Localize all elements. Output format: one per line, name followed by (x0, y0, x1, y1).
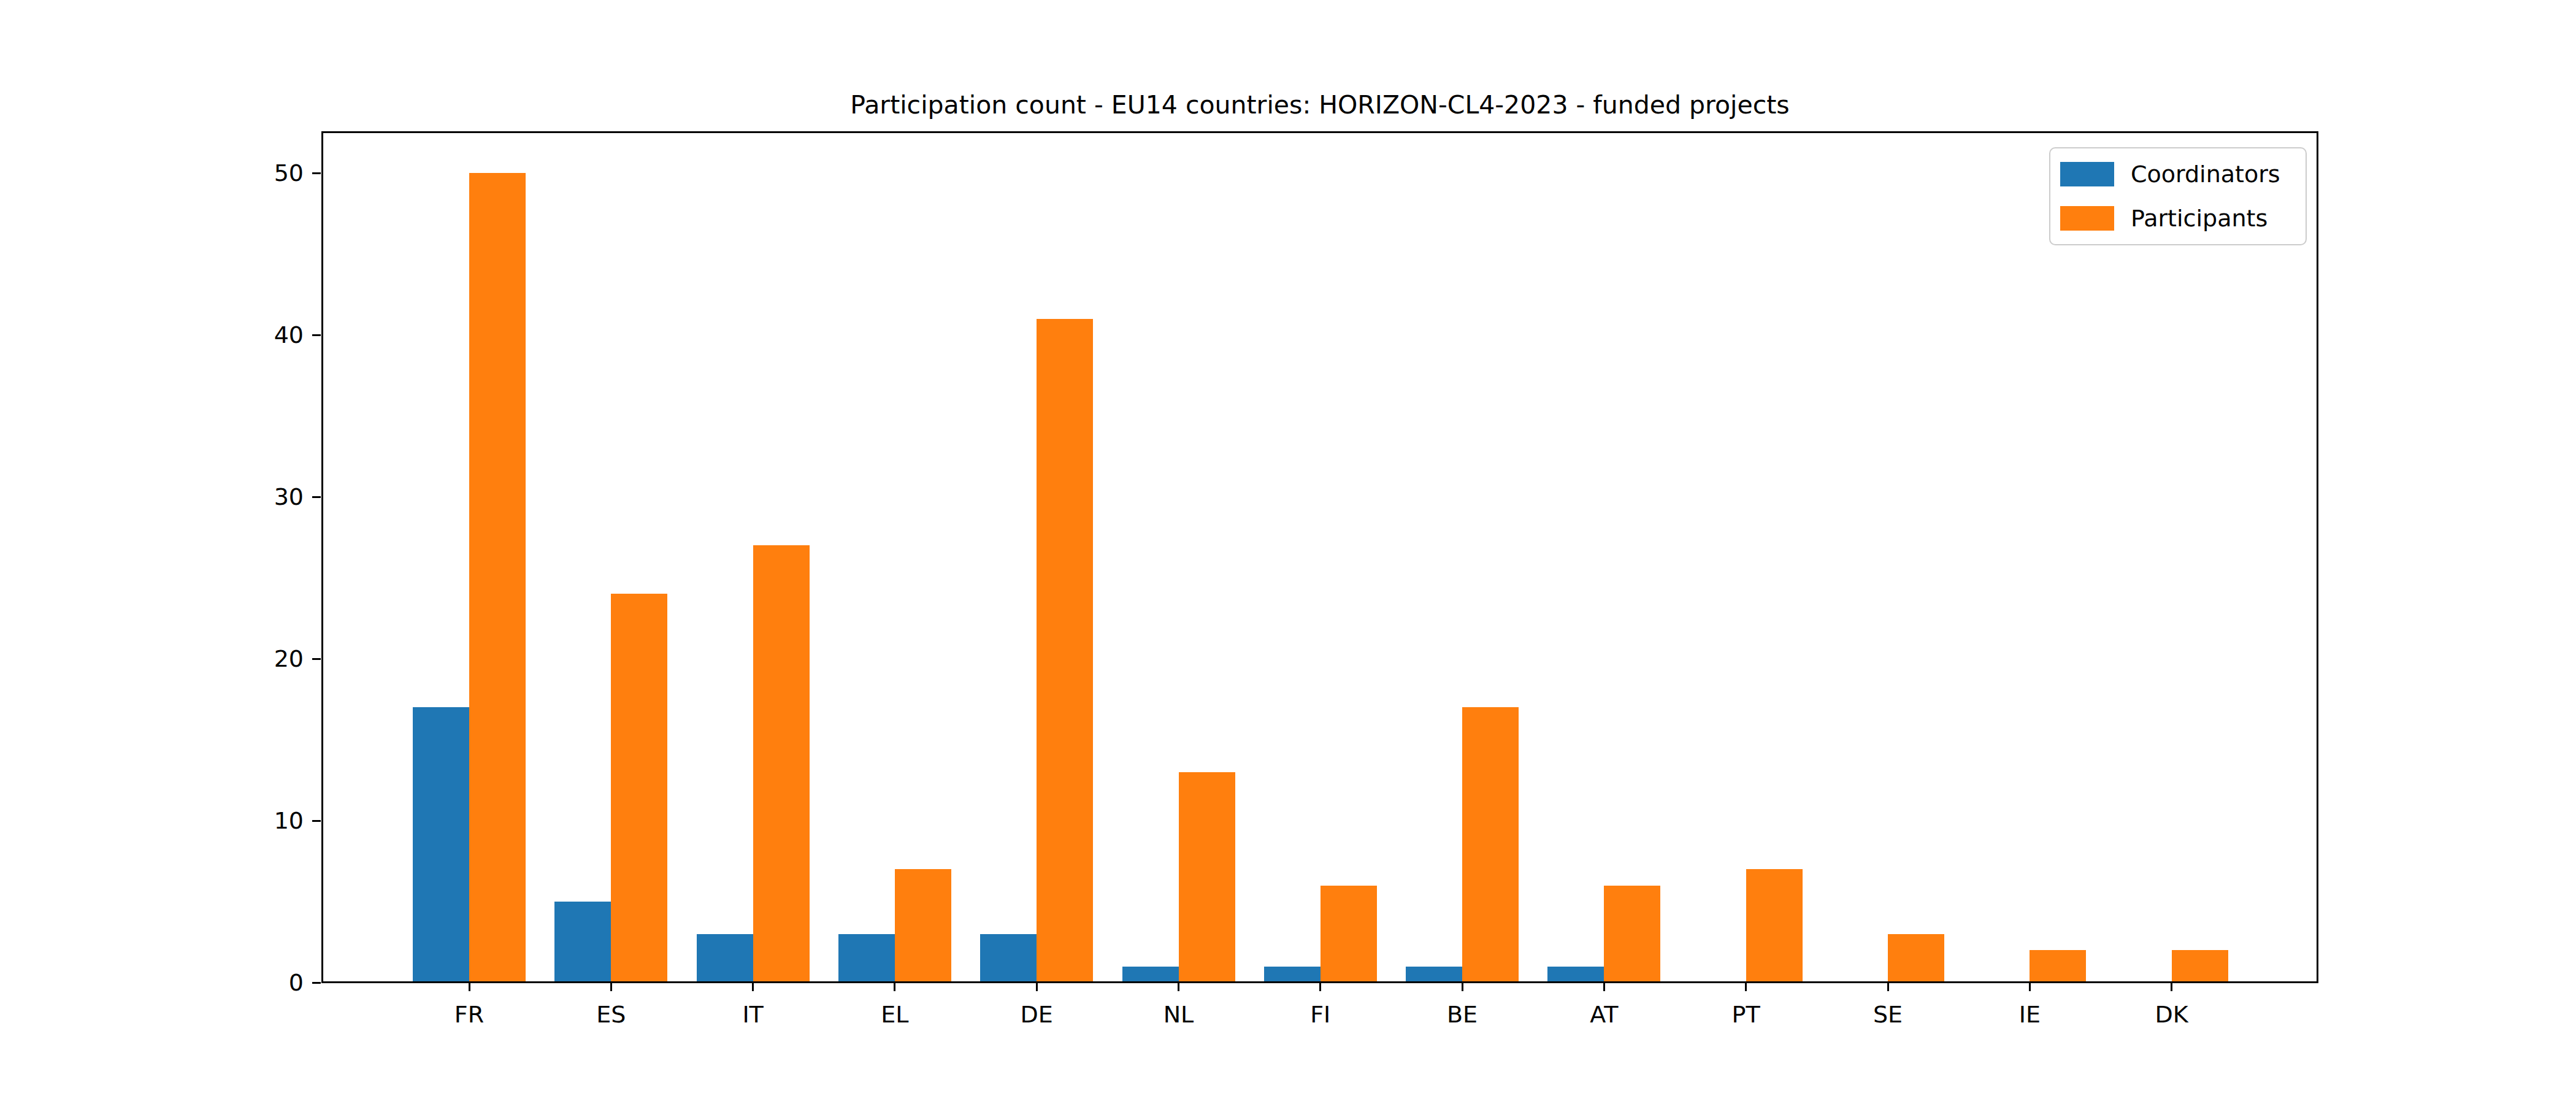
x-tick-mark-EL (894, 983, 895, 991)
x-tick-label-DK: DK (2129, 1001, 2215, 1028)
y-tick-label-0: 0 (230, 968, 304, 997)
y-tick-label-30: 30 (230, 483, 304, 511)
bar-participants-DK (2172, 950, 2228, 983)
y-tick-mark-50 (312, 172, 321, 174)
bar-participants-IT (753, 545, 810, 983)
x-tick-label-PT: PT (1703, 1001, 1789, 1028)
bar-participants-FI (1321, 886, 1377, 983)
bar-coordinators-FR (413, 707, 469, 983)
bar-coordinators-IT (697, 934, 753, 983)
bar-chart-figure: Participation count - EU14 countries: HO… (0, 0, 2576, 1104)
y-tick-mark-20 (312, 658, 321, 660)
bar-coordinators-EL (838, 934, 895, 983)
y-tick-mark-40 (312, 334, 321, 336)
chart-title: Participation count - EU14 countries: HO… (321, 90, 2318, 120)
x-tick-mark-NL (1178, 983, 1179, 991)
x-tick-label-EL: EL (852, 1001, 938, 1028)
participants-swatch-icon (2060, 206, 2114, 231)
y-tick-label-10: 10 (230, 807, 304, 835)
legend: Coordinators Participants (2049, 147, 2307, 245)
x-tick-label-DE: DE (994, 1001, 1079, 1028)
bar-coordinators-AT (1547, 967, 1604, 983)
bar-participants-SE (1888, 934, 1944, 983)
bar-participants-IE (2030, 950, 2086, 983)
x-tick-mark-ES (610, 983, 612, 991)
x-tick-label-BE: BE (1419, 1001, 1505, 1028)
y-tick-label-20: 20 (230, 645, 304, 673)
bar-coordinators-ES (554, 902, 611, 983)
y-tick-label-50: 50 (230, 159, 304, 187)
bar-participants-AT (1604, 886, 1660, 983)
x-tick-label-IE: IE (1987, 1001, 2072, 1028)
y-tick-mark-0 (312, 982, 321, 984)
x-tick-mark-IE (2029, 983, 2031, 991)
x-tick-mark-AT (1603, 983, 1605, 991)
x-tick-mark-FI (1319, 983, 1321, 991)
bar-participants-PT (1746, 869, 1803, 983)
bar-participants-BE (1462, 707, 1519, 983)
bar-participants-DE (1037, 319, 1093, 983)
y-tick-label-40: 40 (230, 321, 304, 349)
bar-coordinators-NL (1122, 967, 1179, 983)
legend-entry-participants: Participants (2060, 206, 2267, 231)
x-tick-mark-DK (2171, 983, 2172, 991)
x-tick-label-SE: SE (1845, 1001, 1931, 1028)
x-tick-label-IT: IT (710, 1001, 796, 1028)
legend-entry-coordinators: Coordinators (2060, 162, 2280, 186)
y-tick-mark-10 (312, 820, 321, 822)
x-tick-label-FI: FI (1278, 1001, 1363, 1028)
bar-coordinators-FI (1264, 967, 1321, 983)
bar-participants-ES (611, 594, 667, 983)
x-tick-label-ES: ES (568, 1001, 654, 1028)
bar-coordinators-BE (1406, 967, 1462, 983)
x-tick-mark-PT (1745, 983, 1747, 991)
x-tick-mark-IT (752, 983, 754, 991)
bar-participants-NL (1179, 772, 1235, 983)
bar-coordinators-DE (980, 934, 1037, 983)
x-tick-label-FR: FR (426, 1001, 512, 1028)
legend-label: Coordinators (2131, 162, 2280, 186)
bar-participants-FR (469, 173, 526, 983)
legend-label: Participants (2131, 206, 2267, 231)
x-tick-label-AT: AT (1561, 1001, 1647, 1028)
coordinators-swatch-icon (2060, 162, 2114, 186)
y-tick-mark-30 (312, 496, 321, 498)
x-tick-mark-FR (469, 983, 470, 991)
x-tick-mark-SE (1887, 983, 1889, 991)
x-tick-mark-DE (1036, 983, 1038, 991)
bar-participants-EL (895, 869, 951, 983)
x-tick-label-NL: NL (1136, 1001, 1222, 1028)
x-tick-mark-BE (1462, 983, 1463, 991)
